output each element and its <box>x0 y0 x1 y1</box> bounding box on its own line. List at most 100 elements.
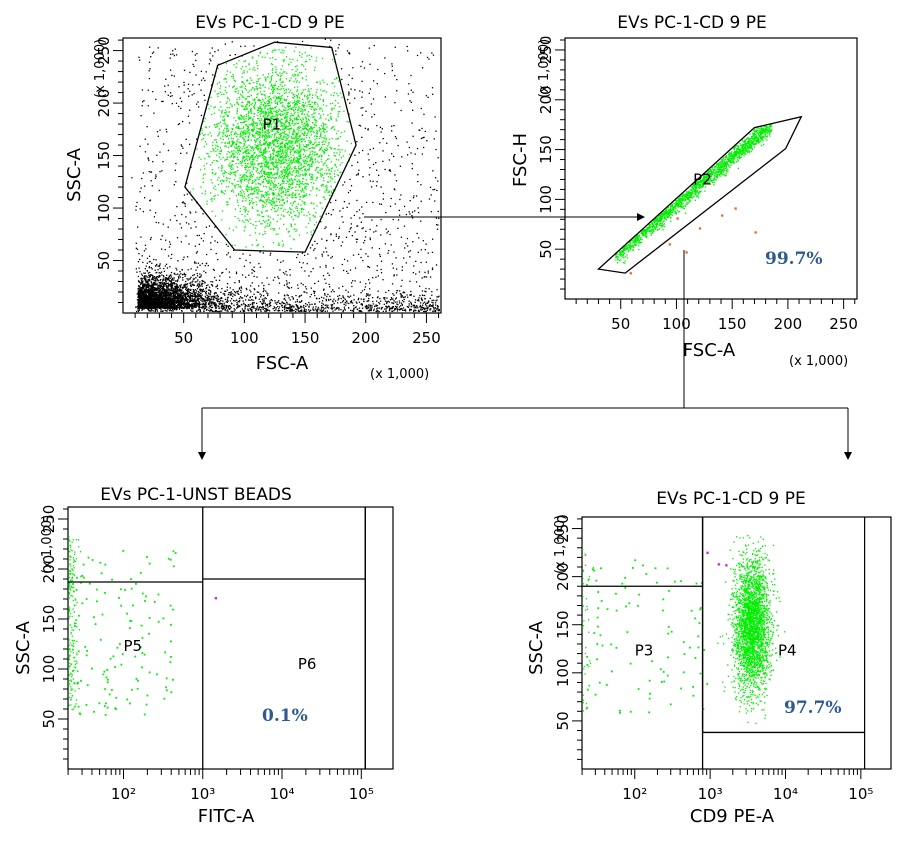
event-dot <box>308 136 311 139</box>
event-dot <box>154 295 157 298</box>
event-dot <box>165 303 167 305</box>
event-dot <box>299 144 301 146</box>
event-dot <box>174 299 176 301</box>
event-dot <box>276 301 278 304</box>
event-dot <box>162 280 164 282</box>
event-dot <box>160 238 162 241</box>
event-dot <box>268 309 270 311</box>
event-dot <box>157 285 159 287</box>
event-dot <box>385 308 387 310</box>
event-dot <box>154 308 156 310</box>
event-dot <box>370 103 373 105</box>
event-dot <box>286 109 288 111</box>
event-dot <box>391 65 393 67</box>
event-dot <box>191 303 193 306</box>
event-dot <box>173 279 175 281</box>
event-dot <box>157 222 160 224</box>
event-dot <box>152 292 155 294</box>
event-dot <box>188 299 191 301</box>
event-dot <box>209 301 211 303</box>
event-dot <box>345 304 347 306</box>
event-dot <box>210 309 212 311</box>
event-dot <box>189 304 191 306</box>
event-dot <box>417 307 419 309</box>
event-dot <box>208 297 211 300</box>
event-dot <box>170 288 173 290</box>
event-dot <box>395 90 398 92</box>
event-dot <box>155 278 157 280</box>
event-dot <box>153 293 155 295</box>
event-dot <box>159 284 161 287</box>
event-dot <box>249 303 251 306</box>
event-dot <box>351 302 354 304</box>
event-dot <box>146 257 149 260</box>
event-dot <box>213 198 215 200</box>
event-dot <box>424 301 426 303</box>
event-dot <box>173 308 176 311</box>
event-dot <box>168 241 171 243</box>
event-dot <box>364 306 366 308</box>
event-dot <box>163 270 166 273</box>
event-dot <box>196 310 198 313</box>
event-dot <box>162 294 164 296</box>
event-dot <box>229 256 231 258</box>
event-dot <box>169 284 171 286</box>
event-dot <box>237 290 239 292</box>
event-dot <box>350 302 352 304</box>
event-dot <box>250 176 252 178</box>
event-dot <box>178 299 180 302</box>
event-dot <box>233 293 235 296</box>
event-dot <box>178 296 180 298</box>
event-dot <box>179 288 181 290</box>
event-dot <box>203 310 205 313</box>
event-dot <box>252 147 254 149</box>
event-dot <box>263 125 266 127</box>
event-dot <box>188 307 191 309</box>
event-dot <box>305 60 308 63</box>
event-dot <box>169 69 172 71</box>
event-dot <box>141 308 144 311</box>
event-dot <box>210 164 212 166</box>
event-dot <box>286 307 288 310</box>
event-dot <box>362 212 364 215</box>
event-dot <box>141 297 143 299</box>
event-dot <box>148 77 151 80</box>
event-dot <box>421 153 424 155</box>
event-dot <box>409 213 411 215</box>
event-dot <box>422 307 424 309</box>
event-dot <box>221 308 223 310</box>
event-dot <box>291 216 293 218</box>
event-dot <box>184 284 186 286</box>
event-dot <box>228 181 231 183</box>
event-dot <box>176 237 179 239</box>
event-dot <box>300 294 303 296</box>
event-dot <box>289 304 292 306</box>
event-dot <box>147 89 149 91</box>
event-dot <box>312 290 315 292</box>
event-dot <box>293 305 295 308</box>
event-dot <box>173 184 175 186</box>
event-dot <box>229 293 232 296</box>
event-dot <box>144 307 146 309</box>
event-dot <box>306 95 308 98</box>
event-dot <box>190 268 192 270</box>
event-dot <box>356 141 358 143</box>
event-dot <box>187 83 190 86</box>
event-dot <box>138 294 141 296</box>
event-dot <box>217 297 219 299</box>
event-dot <box>239 310 242 312</box>
event-dot <box>221 310 223 312</box>
event-dot <box>192 300 195 302</box>
event-dot <box>170 305 172 307</box>
event-dot <box>174 287 177 289</box>
event-dot <box>431 294 433 296</box>
event-dot <box>289 179 291 182</box>
event-dot <box>232 143 234 145</box>
event-dot <box>338 297 340 300</box>
y-tick-label: 200 <box>95 89 113 118</box>
event-dot <box>251 272 253 274</box>
event-dot <box>238 281 241 283</box>
event-dot <box>138 308 140 310</box>
event-dot <box>183 81 185 84</box>
event-dot <box>244 295 246 297</box>
